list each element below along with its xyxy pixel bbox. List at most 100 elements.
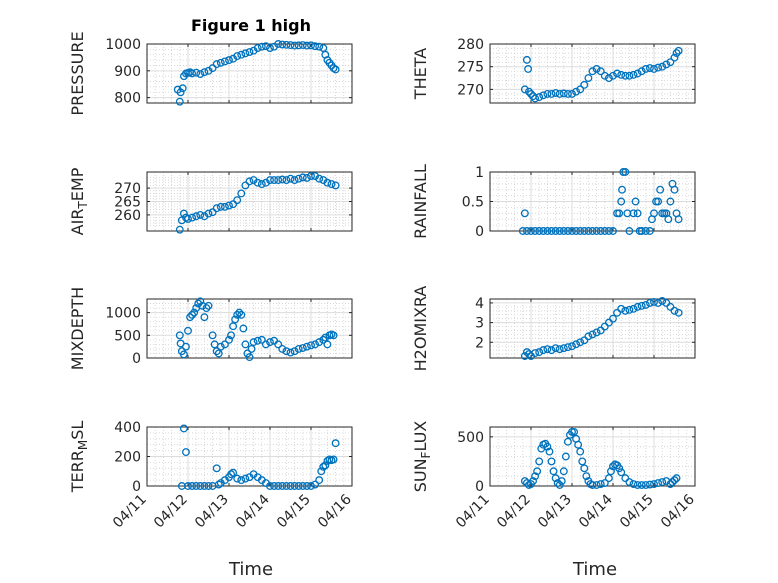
data-point [547, 89, 556, 98]
figure-title: Figure 1 high [191, 16, 311, 35]
data-point [204, 209, 213, 218]
data-point [233, 310, 242, 319]
data-point [229, 468, 238, 477]
data-point [278, 482, 287, 490]
data-point [607, 467, 615, 476]
data-point [551, 474, 560, 483]
data-point [196, 70, 205, 78]
data-point [527, 89, 535, 98]
data-point [670, 306, 679, 315]
data-point [592, 65, 601, 73]
data-point [615, 464, 624, 473]
data-point [196, 297, 205, 306]
y-tick-label: 200 [114, 450, 141, 466]
data-point [278, 344, 287, 353]
data-point [331, 65, 340, 74]
data-point [580, 336, 589, 345]
data-point [178, 84, 187, 93]
data-point [298, 482, 307, 490]
data-point [522, 55, 531, 64]
data-point [257, 42, 266, 51]
data-point [200, 68, 209, 77]
y-tick-label: 270 [457, 82, 484, 98]
data-point [192, 482, 201, 490]
data-point [329, 455, 338, 464]
data-point [637, 227, 646, 235]
data-point [629, 304, 638, 313]
theta-axes: 270 275 280 THETA [411, 37, 696, 104]
data-point [563, 89, 572, 98]
data-point [331, 439, 340, 448]
y-axis-label: TERRMSL [68, 421, 90, 494]
data-point [212, 60, 221, 69]
data-point [559, 467, 568, 476]
data-point [654, 63, 663, 72]
data-point [559, 344, 568, 353]
data-point [588, 67, 597, 76]
data-point [609, 227, 617, 235]
data-point [604, 474, 613, 483]
y-axis-label: THETA [411, 48, 430, 100]
data-point [535, 227, 544, 235]
data-point [621, 71, 630, 80]
data-point [596, 480, 605, 488]
data-point [672, 49, 681, 58]
data-point [216, 58, 225, 67]
data-point [576, 447, 585, 456]
data-point [529, 477, 537, 486]
y-tick-label: 500 [457, 430, 484, 446]
data-point [600, 322, 609, 331]
data-point [204, 301, 213, 310]
data-point [666, 480, 675, 488]
data-point [204, 482, 213, 490]
data-point [555, 227, 564, 235]
data-point [216, 342, 225, 351]
data-point [547, 457, 556, 466]
data-point [664, 215, 673, 224]
data-point [235, 308, 244, 317]
data-point [307, 172, 315, 180]
y-axis-label: RAINFALL [411, 164, 430, 239]
data-point [617, 468, 626, 477]
data-point [212, 464, 221, 473]
data-point [527, 227, 535, 235]
y-tick-label: 0.5 [462, 195, 484, 211]
data-point [604, 227, 613, 235]
data-point [329, 331, 338, 340]
data-point [674, 215, 683, 224]
data-point [261, 42, 270, 51]
y-tick-label: 1 [475, 165, 484, 181]
data-point [592, 481, 601, 489]
data-point [286, 174, 295, 183]
data-point [524, 65, 533, 73]
data-point [563, 343, 572, 352]
data-point [286, 348, 295, 357]
data-point [290, 176, 299, 184]
data-point [615, 209, 624, 218]
data-point [645, 298, 654, 307]
data-point [543, 227, 552, 235]
data-point [245, 177, 254, 186]
data-point [600, 227, 609, 235]
data-point [572, 340, 581, 349]
data-point [294, 41, 303, 50]
data-point [584, 227, 593, 235]
data-point [241, 474, 250, 483]
data-point [311, 340, 320, 349]
data-point [286, 41, 295, 50]
data-point [621, 306, 630, 315]
data-point [621, 474, 630, 483]
data-point [290, 482, 299, 490]
data-point [241, 340, 250, 349]
data-point [331, 181, 340, 190]
data-point [551, 227, 560, 235]
data-point [192, 212, 201, 221]
data-point [327, 180, 336, 189]
data-point [576, 227, 585, 235]
data-point [588, 481, 597, 489]
data-point [596, 326, 605, 335]
data-point [650, 209, 658, 218]
data-point [278, 40, 287, 49]
data-point [600, 71, 609, 80]
data-point [184, 482, 192, 490]
